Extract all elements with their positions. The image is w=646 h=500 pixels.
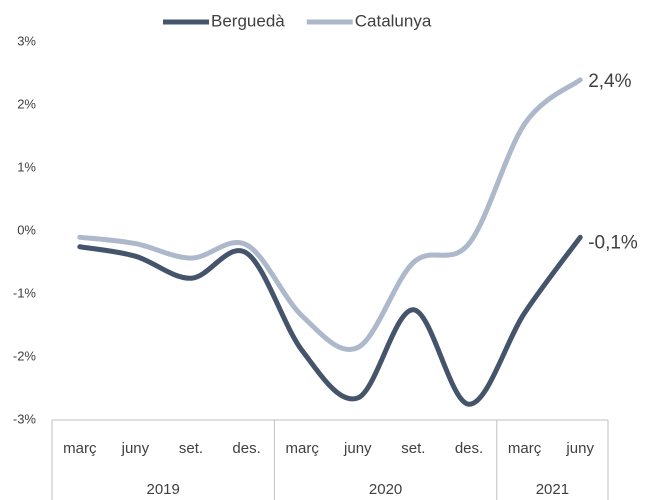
data-label: -0,1% [588,232,638,253]
x-group-label: 2019 [147,481,180,498]
series-line [77,77,583,352]
y-tick-label: 0% [17,222,36,237]
y-tick-label: -1% [13,285,37,300]
x-tick-label: març [286,440,320,457]
x-group-label: 2020 [369,481,402,498]
x-tick-label: set. [179,440,203,457]
x-group-label: 2021 [536,481,569,498]
y-tick-label: 3% [17,33,36,48]
data-label: 2,4% [588,71,631,92]
x-tick-label: juny [121,440,150,457]
y-tick-label: -3% [13,411,37,426]
legend-label: Catalunya [355,11,432,30]
series-line [77,234,583,407]
legend-label: Berguedà [211,11,285,30]
y-tick-label: 2% [17,96,36,111]
x-tick-label: març [63,440,97,457]
x-tick-label: març [508,440,542,457]
x-tick-label: juny [565,440,594,457]
x-tick-label: des. [232,440,260,457]
x-tick-label: des. [455,440,483,457]
y-tick-label: 1% [17,159,36,174]
x-tick-label: set. [401,440,425,457]
y-tick-label: -2% [13,348,37,363]
x-tick-label: juny [343,440,372,457]
